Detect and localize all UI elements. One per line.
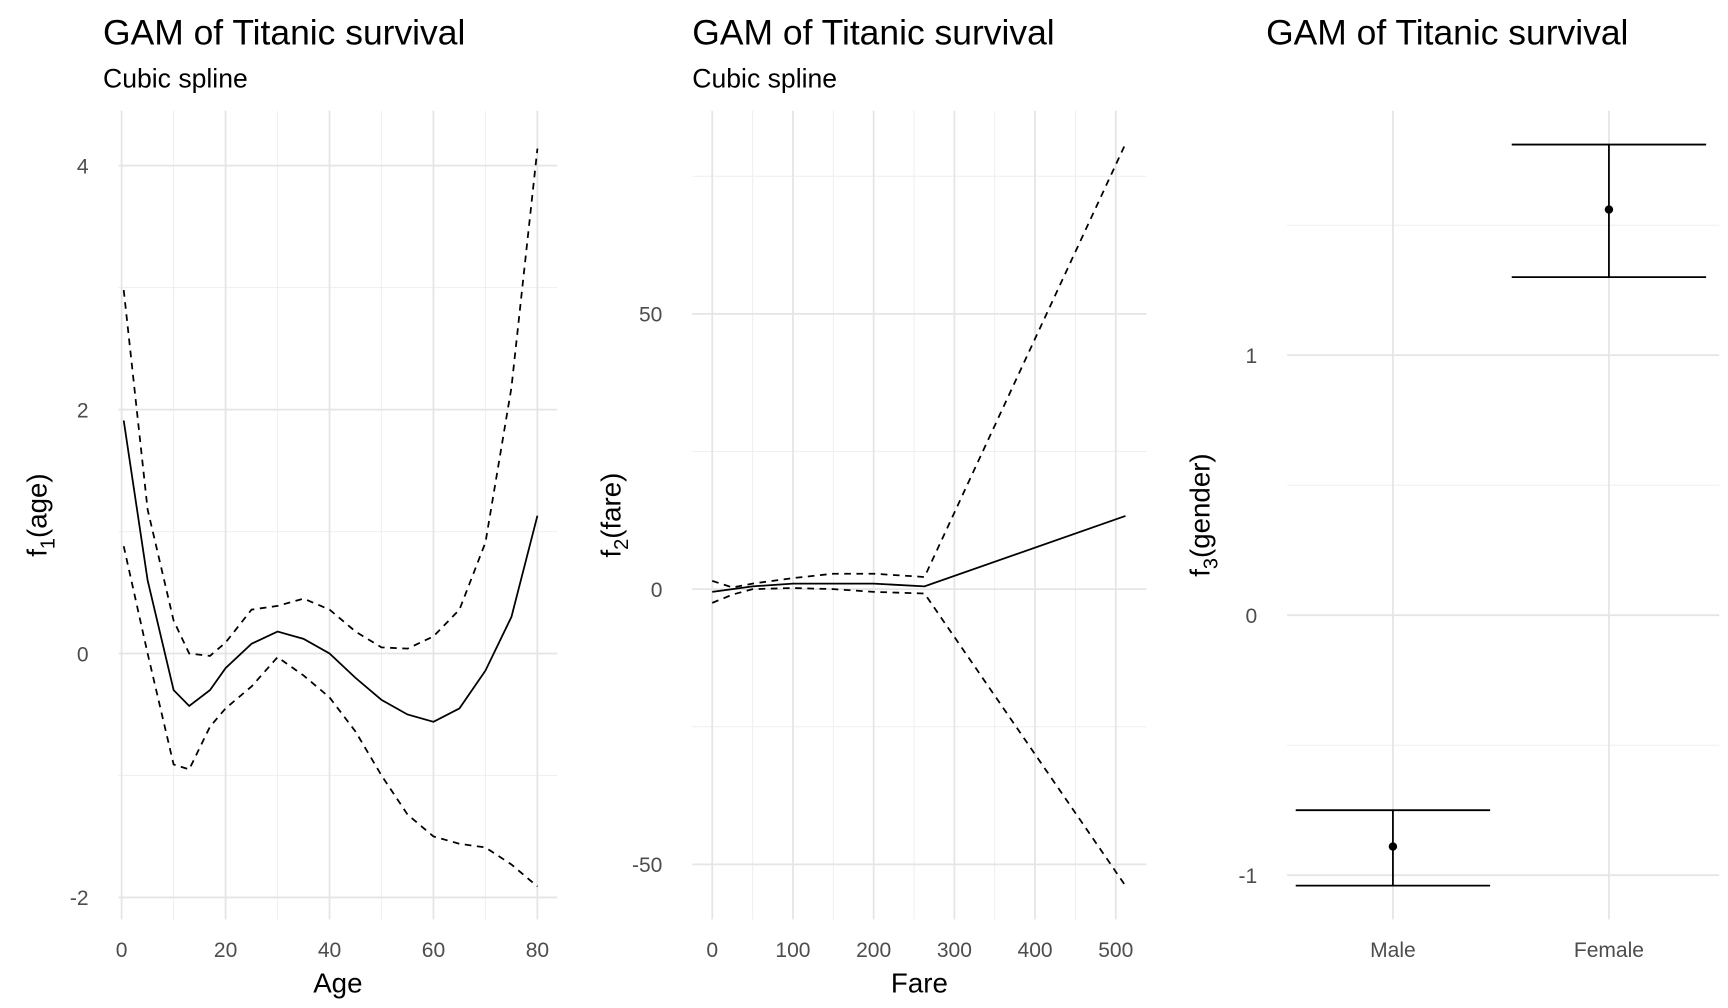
x-tick-label: 0 [116,939,128,962]
confidence-band-line [711,143,1127,589]
y-axis-title-base: f [22,549,53,557]
y-axis-title-sub: 2 [611,539,633,550]
y-tick-label: 4 [77,155,89,178]
y-tick-label: -50 [632,854,662,877]
y-tick-label: -2 [70,887,89,910]
y-axis-title: f2(fare) [595,473,633,558]
confidence-band-line [711,587,1127,887]
panel-title: GAM of Titanic survival [692,12,1054,52]
y-axis-title-sub: 1 [37,538,59,549]
fit-line [122,420,539,723]
x-tick-label: 20 [214,939,237,962]
y-axis-title: f1(age) [22,473,60,556]
panel-title: GAM of Titanic survival [1266,12,1628,52]
y-tick-label: 1 [1246,345,1258,368]
y-axis-title-rest: (gender) [1185,453,1216,558]
y-tick-label: -1 [1239,865,1258,888]
panel-title: GAM of Titanic survival [103,12,465,52]
y-axis-title-rest: (age) [22,473,53,538]
x-axis-title: Age [313,967,362,998]
panel-subtitle: Cubic spline [692,64,837,94]
y-axis-title-rest: (fare) [595,473,626,539]
y-axis-title-base: f [1185,569,1216,577]
x-tick-label: Male [1370,939,1416,962]
fit-line [712,515,1126,593]
x-tick-label: 80 [526,939,549,962]
x-axis-title: Fare [891,967,948,998]
x-tick-label: Female [1574,939,1644,962]
x-tick-label: 100 [775,939,810,962]
x-tick-label: 300 [937,939,972,962]
panel-subtitle: Cubic spline [103,64,248,94]
x-tick-label: 40 [318,939,341,962]
y-tick-label: 0 [1246,605,1258,628]
x-tick-label: 200 [856,939,891,962]
y-axis-title-base: f [595,550,626,558]
y-tick-label: 50 [639,304,662,327]
x-tick-label: 400 [1018,939,1053,962]
y-tick-label: 0 [651,579,663,602]
confidence-band-line [122,545,538,888]
point [1388,842,1398,851]
x-tick-label: 60 [422,939,445,962]
y-axis-title-sub: 3 [1200,558,1222,569]
confidence-band-line [122,148,539,657]
x-tick-label: 500 [1098,939,1133,962]
y-axis-title: f3(gender) [1185,453,1223,576]
x-tick-label: 0 [706,939,718,962]
y-tick-label: 2 [77,399,89,422]
point [1604,205,1614,214]
y-tick-label: 0 [77,643,89,666]
